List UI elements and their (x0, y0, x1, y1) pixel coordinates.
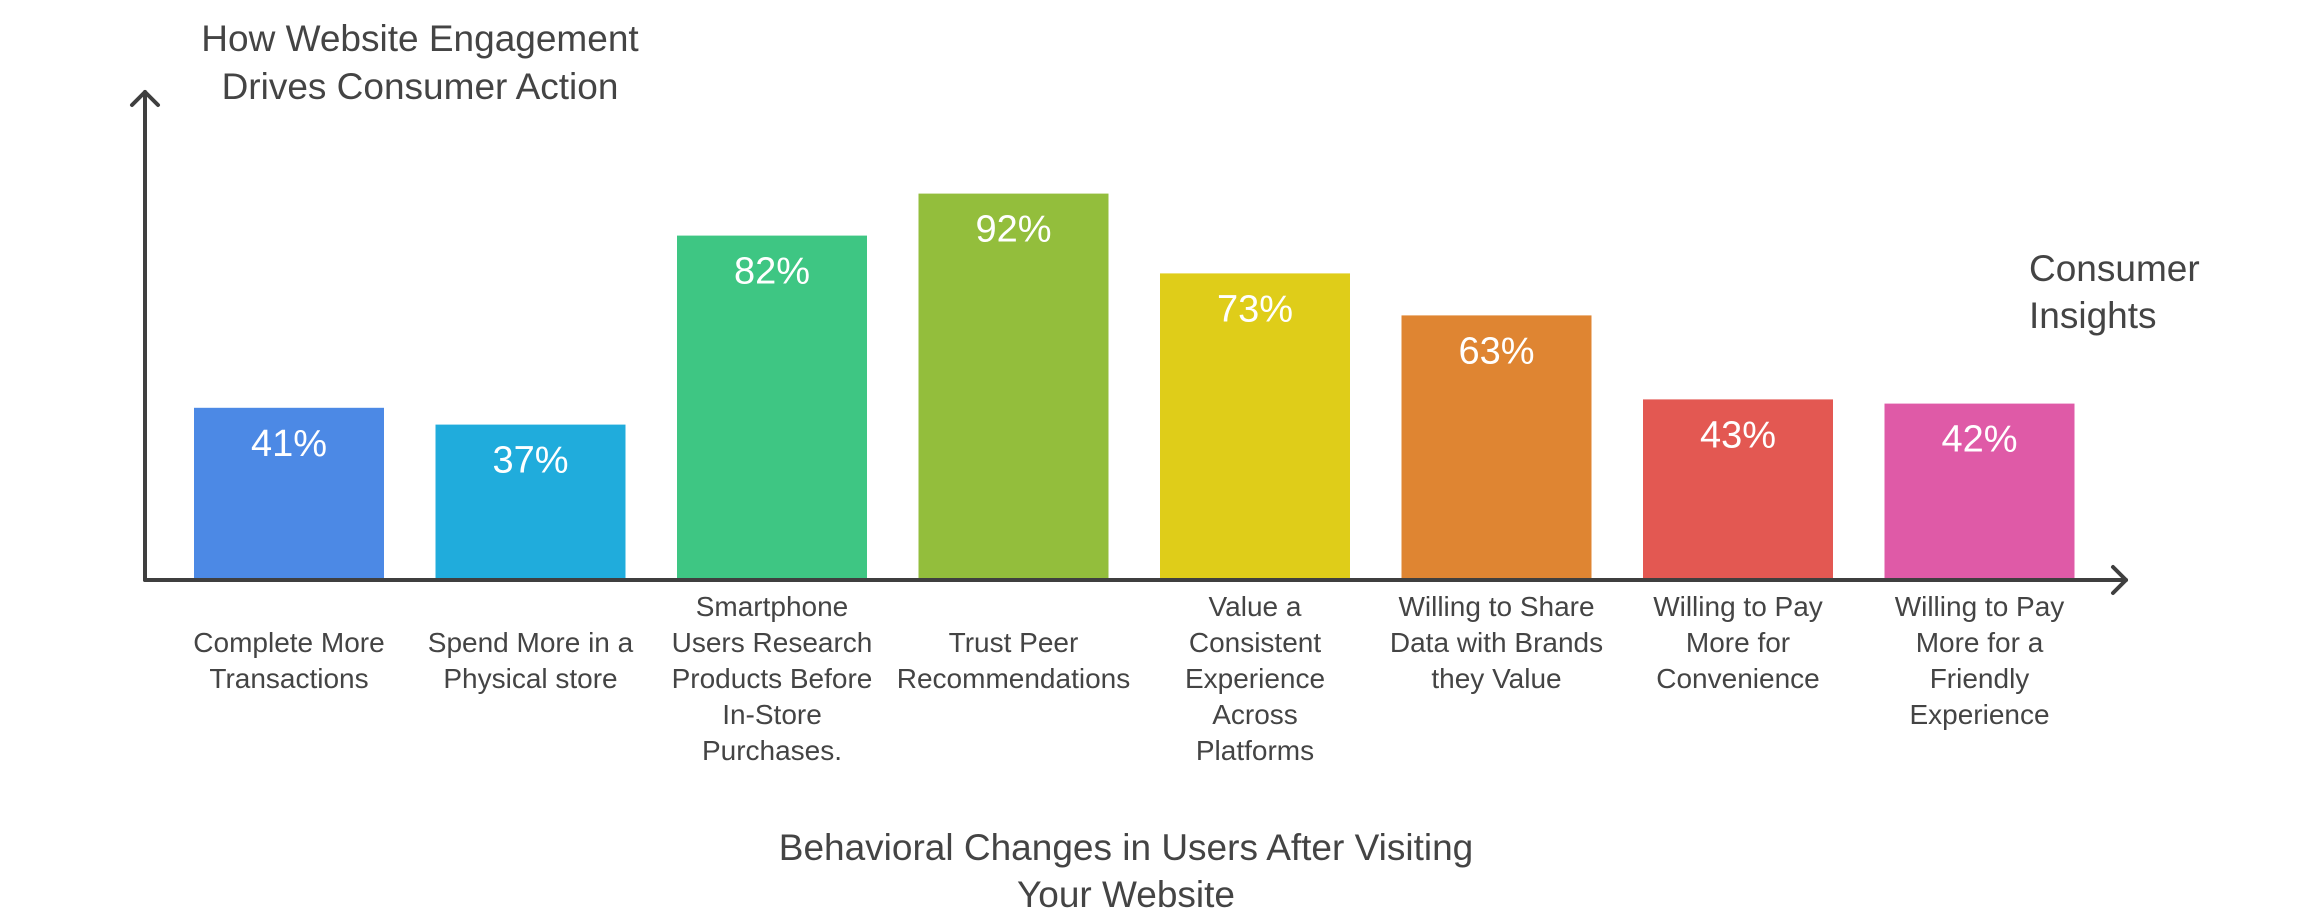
bars (194, 193, 2075, 580)
data-label: 41% (251, 423, 327, 465)
series-label-text: Consumer Insights (2029, 248, 2200, 336)
bar (1160, 273, 1350, 580)
category-tick-label: Complete More Transactions (193, 627, 384, 694)
data-label: 63% (1458, 330, 1534, 372)
data-label: 82% (734, 251, 810, 293)
data-label: 37% (492, 440, 568, 482)
y-axis-arrow-icon (130, 90, 160, 107)
x-axis-title-text: Behavioral Changes in Users After Visiti… (779, 827, 1473, 915)
category-tick-label: Value a Consistent Experience Across Platfor… (1185, 591, 1325, 766)
data-label: 92% (975, 209, 1051, 251)
chart-title: How Website Engagement Drives Consumer Ac… (201, 18, 639, 107)
category-tick-label: Willing to Pay More for a Friendly Experien… (1895, 591, 2065, 730)
data-label: 73% (1217, 288, 1293, 330)
bar (1401, 315, 1592, 580)
value-labels: 41% 37% 82% 92% 73% 63% 43% 42% (251, 209, 2018, 482)
category-tick-label: Spend More in a Physical store (428, 627, 634, 694)
category-tick-label: Willing to Pay More for Convenience (1653, 591, 1823, 694)
category-labels: Complete More Transactions Spend More in a… (193, 591, 2064, 766)
x-axis-title: Behavioral Changes in Users After Visiti… (779, 827, 1473, 915)
category-tick-label: Trust Peer Recommendations (897, 627, 1130, 694)
bar (435, 424, 626, 580)
series-label: Consumer Insights (2029, 248, 2200, 336)
chart-title-text: How Website Engagement Drives Consumer Ac… (201, 18, 639, 107)
bar (1643, 399, 1833, 580)
data-label: 43% (1700, 414, 1776, 456)
bar (677, 235, 867, 580)
bar (918, 193, 1109, 580)
data-label: 42% (1941, 419, 2017, 461)
x-axis-arrow-icon (2111, 565, 2128, 595)
category-tick-label: Willing to Share Data with Brands they Val… (1390, 591, 1603, 694)
category-tick-label: Smartphone Users Research Products Before I… (672, 591, 873, 766)
bar (194, 407, 384, 580)
bar (1884, 403, 2075, 580)
axes (130, 90, 2128, 595)
